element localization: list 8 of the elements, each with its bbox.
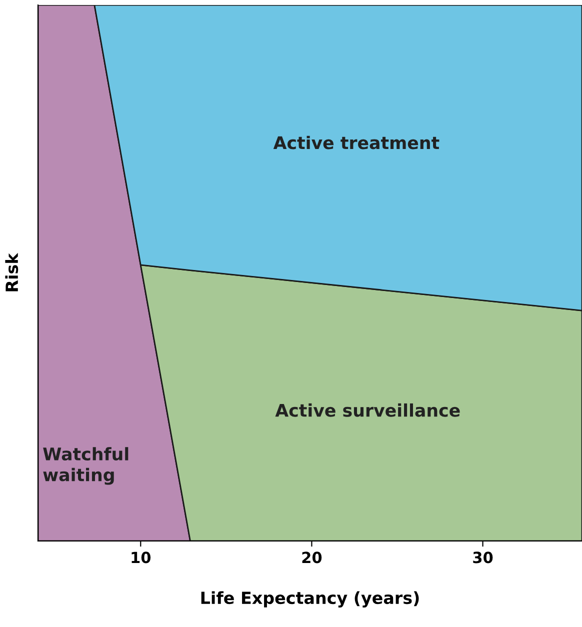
series-label: Active treatment	[273, 136, 440, 150]
x-tick-label: 10	[132, 552, 151, 564]
x-tick-label: 30	[473, 552, 493, 564]
x-tick-label: 20	[302, 552, 322, 564]
x-axis-title: Life Expectancy (years)	[201, 591, 419, 608]
series-label: Active surveillance	[275, 403, 460, 417]
y-axis-title: Risk	[5, 252, 18, 292]
series-label: Watchful waiting	[43, 447, 128, 485]
